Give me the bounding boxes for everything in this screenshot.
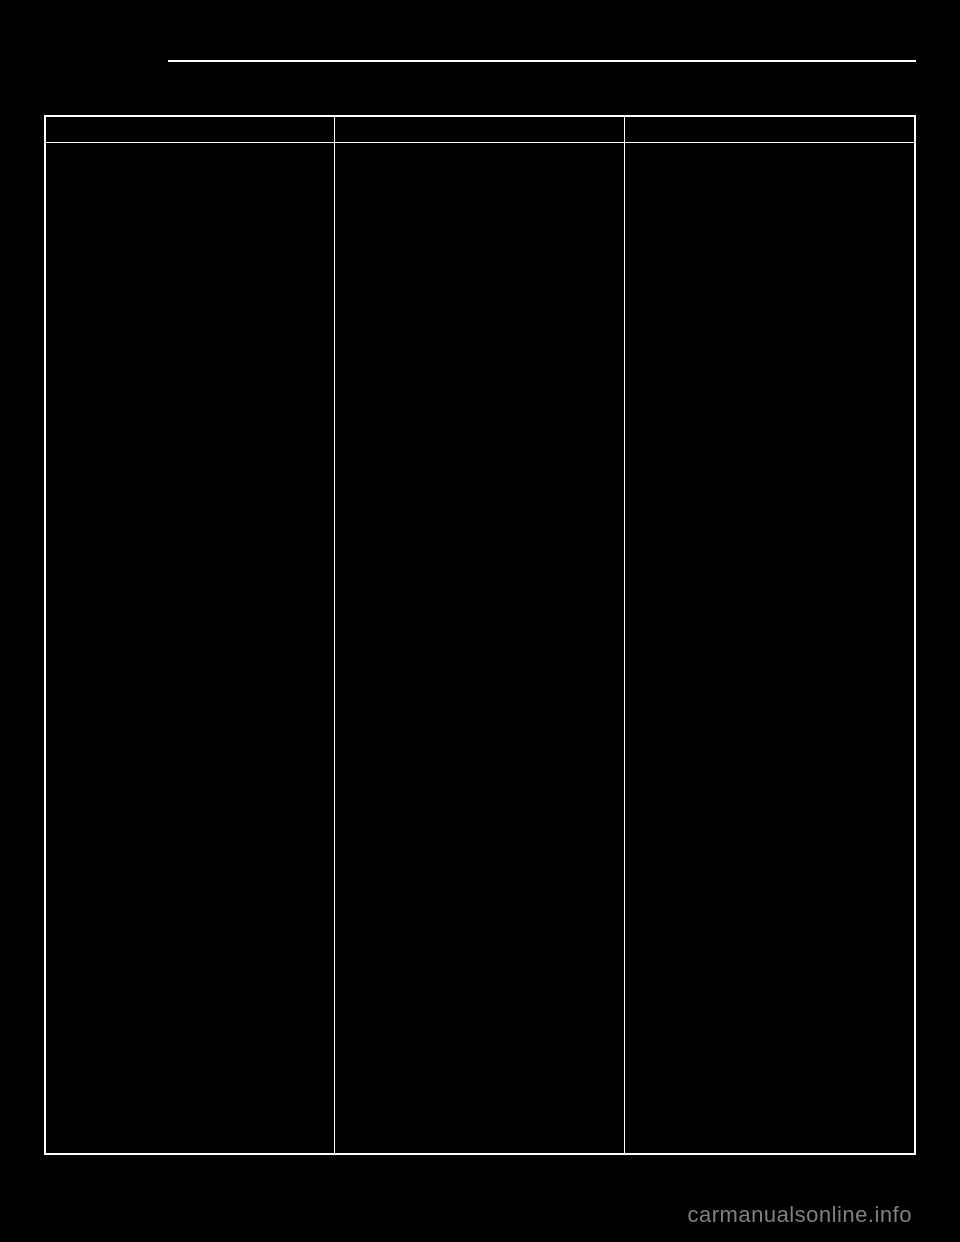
- header-rule: [168, 60, 916, 62]
- table-header-divider: [46, 142, 914, 143]
- table-column-divider-2: [624, 117, 625, 1153]
- table-column-divider-1: [334, 117, 335, 1153]
- watermark-text: carmanualsonline.info: [687, 1202, 912, 1228]
- page-container: carmanualsonline.info: [0, 0, 960, 1242]
- data-table: [44, 115, 916, 1155]
